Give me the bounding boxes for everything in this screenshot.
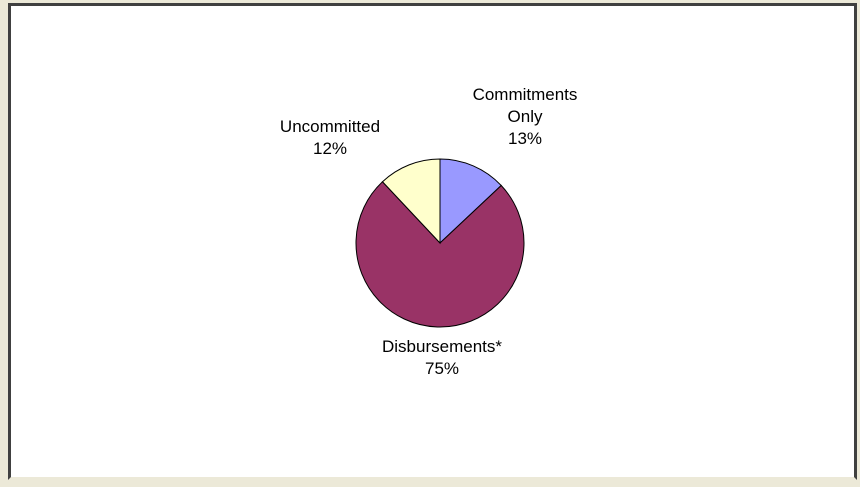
slice-category-label: Commitments [473,85,578,104]
pie-slice-uncommitted [381,158,441,245]
pie-slice-commitments-only [439,158,502,245]
slice-percent-label: 13% [508,129,542,148]
slice-category-label: Disbursements* [382,337,502,356]
slice-category-label: Uncommitted [280,117,380,136]
pie-slices [355,158,525,328]
pie-labels: Commitments Only 13% Disbursements* 75% Uncom… [280,85,578,378]
slice-percent-label: 75% [425,359,459,378]
slice-percent-label: 12% [313,139,347,158]
pie-slice-disbursements- [355,181,525,328]
slice-category-label: Only [508,107,543,126]
